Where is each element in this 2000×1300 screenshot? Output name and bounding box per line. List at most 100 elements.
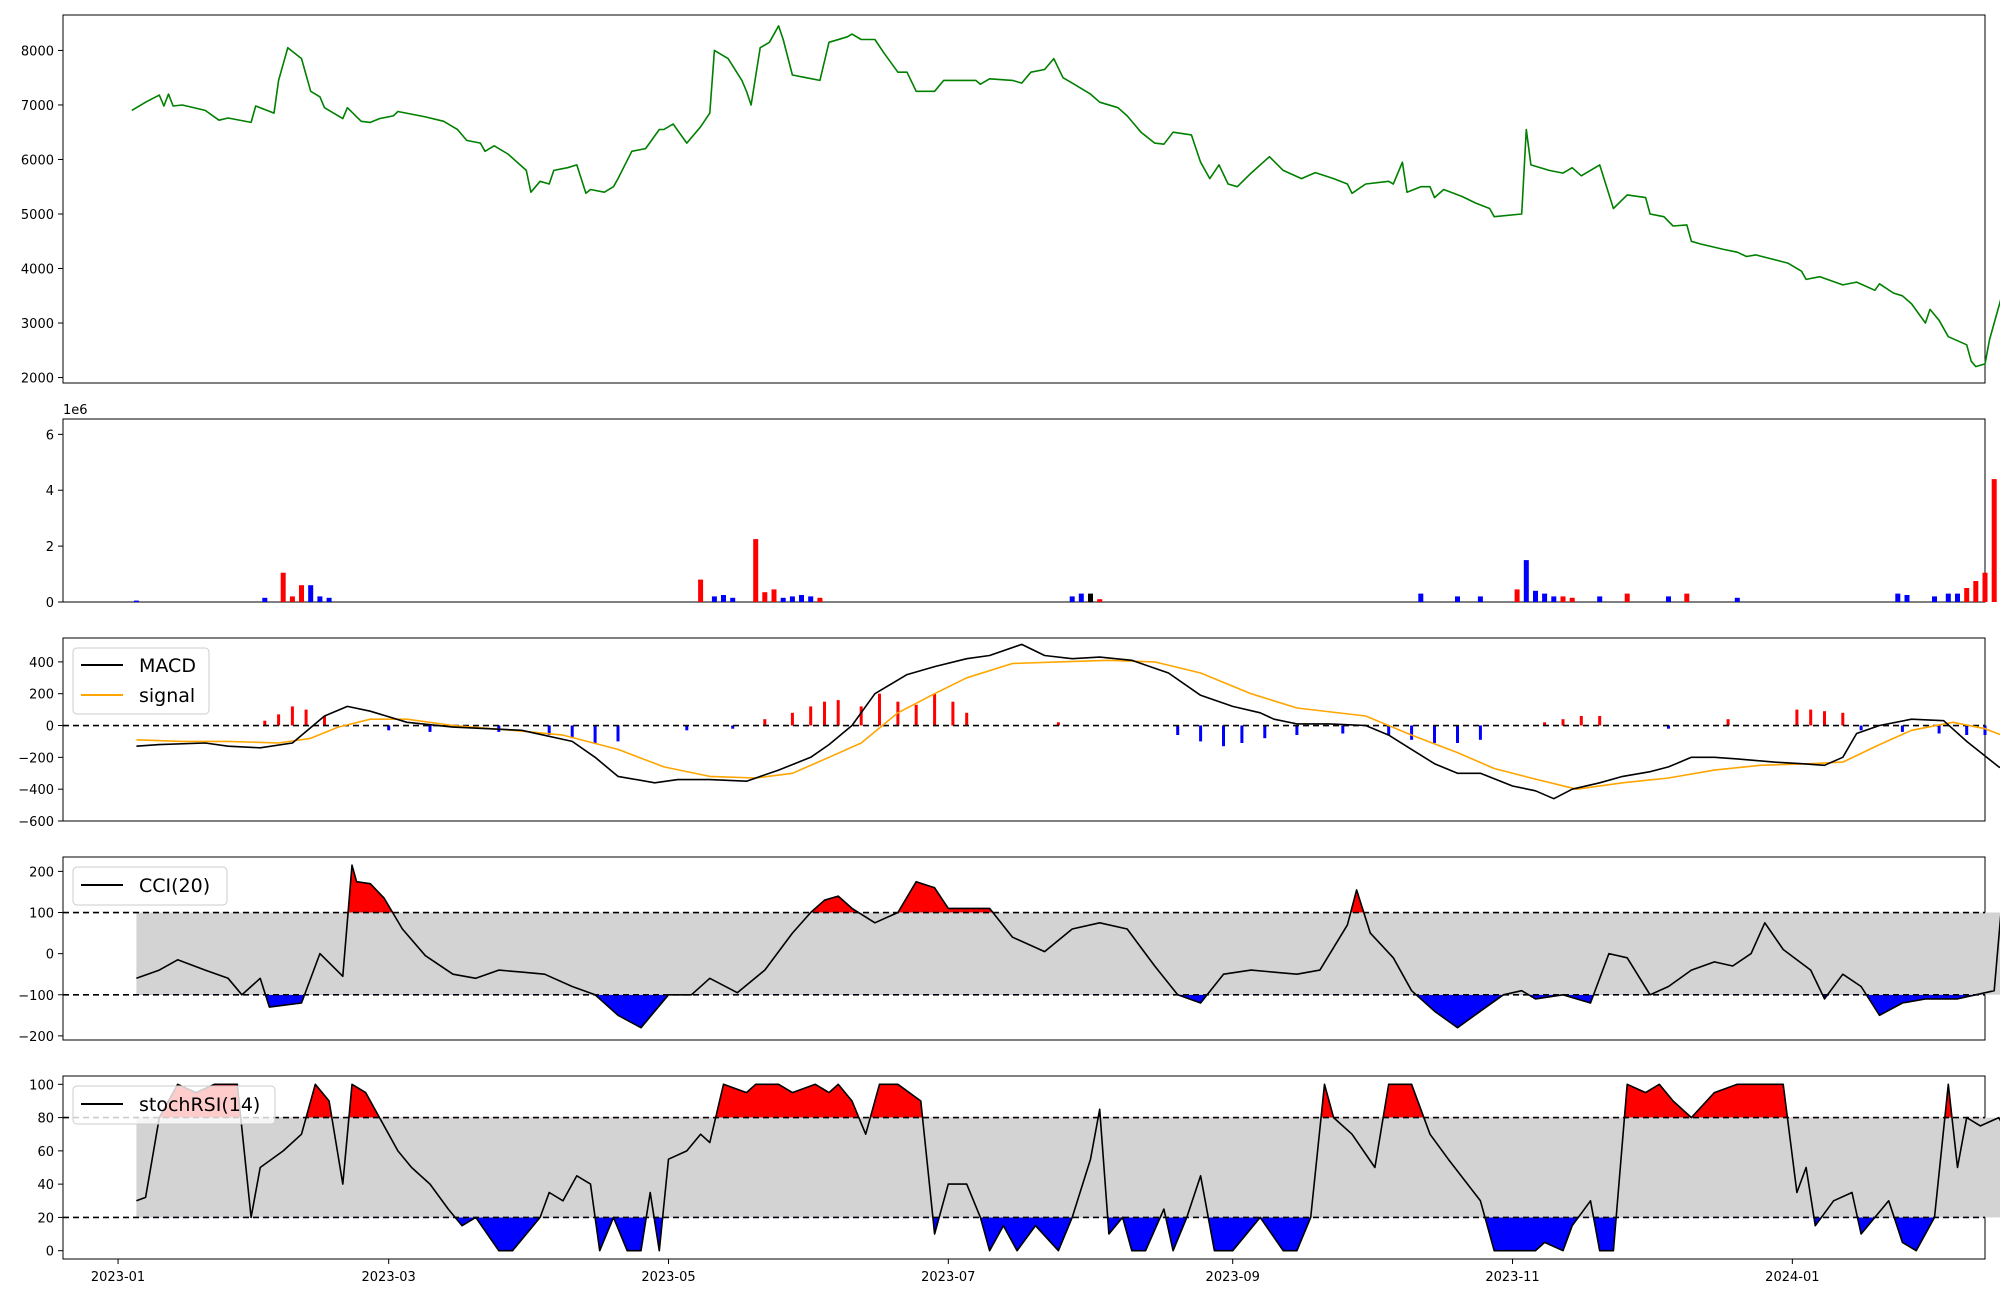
y-tick-label: 200 xyxy=(29,865,54,880)
macd-histogram-bar xyxy=(790,712,794,726)
macd-histogram-bar xyxy=(1598,716,1602,726)
cci-legend: CCI(20) xyxy=(72,866,228,906)
volume-bar xyxy=(1560,596,1566,602)
macd-histogram-bar xyxy=(1667,725,1670,729)
volume-bar xyxy=(1945,593,1951,602)
legend-macd: MACD xyxy=(139,655,196,677)
volume-bar xyxy=(1551,596,1557,602)
macd-histogram-bar xyxy=(914,704,918,726)
macd-histogram-bar xyxy=(263,720,267,726)
macd-histogram-bar xyxy=(323,716,326,726)
macd-histogram-bar xyxy=(878,693,881,726)
legend-cci: CCI(20) xyxy=(139,875,210,897)
volume-bar xyxy=(280,572,286,602)
volume-bar xyxy=(1624,593,1630,602)
volume-bar xyxy=(711,596,717,602)
macd-histogram-bar xyxy=(1841,712,1845,726)
y-tick-label: 0 xyxy=(46,596,54,611)
volume-bar xyxy=(1932,596,1937,602)
volume-bar xyxy=(308,585,314,602)
macd-histogram-bar xyxy=(1433,725,1436,743)
macd-histogram-bar xyxy=(859,706,863,726)
macd-histogram-bar xyxy=(1478,725,1482,740)
macd-histogram-bar xyxy=(290,706,294,726)
y-tick-label: −200 xyxy=(18,751,54,766)
volume-bar xyxy=(1477,596,1483,602)
macd-histogram-bar xyxy=(387,725,391,731)
volume-bar xyxy=(1569,597,1575,602)
macd-histogram-bar xyxy=(1295,725,1299,735)
y-tick-label: 8000 xyxy=(21,44,54,59)
stochrsi-overbought-fill xyxy=(159,1084,1952,1118)
volume-bar xyxy=(1991,479,1997,602)
y-tick-label: −200 xyxy=(18,1030,54,1045)
macd-histogram-bar xyxy=(1823,711,1826,726)
volume-bar xyxy=(1088,593,1093,602)
macd-histogram-bar xyxy=(731,725,735,729)
volume-bar xyxy=(1597,596,1603,602)
y-tick-label: 80 xyxy=(37,1112,54,1127)
macd-histogram-bar xyxy=(809,706,813,726)
macd-histogram-bar xyxy=(1341,725,1345,734)
volume-bar xyxy=(780,597,786,602)
volume-bar xyxy=(1666,596,1671,602)
macd-histogram-bar xyxy=(1410,725,1414,740)
volume-bar xyxy=(817,597,823,602)
x-tick-label: 2023-09 xyxy=(1206,1270,1260,1285)
volume-scale-label: 1e6 xyxy=(63,403,88,418)
macd-histogram-bar xyxy=(836,700,840,726)
cci-neutral-band xyxy=(136,912,2000,995)
y-tick-label: 400 xyxy=(29,656,54,671)
volume-bar xyxy=(721,595,726,602)
y-tick-label: 6 xyxy=(46,428,54,443)
y-tick-label: 4 xyxy=(46,484,54,499)
macd-histogram-bar xyxy=(304,709,308,726)
volume-bar xyxy=(753,539,759,602)
volume-bar xyxy=(808,596,814,602)
macd-histogram-bar xyxy=(951,701,955,726)
cci-line xyxy=(136,864,2000,1029)
volume-bar xyxy=(1069,596,1075,602)
x-tick-label: 2023-11 xyxy=(1485,1270,1539,1285)
macd-histogram-bar xyxy=(1387,725,1391,735)
volume-bar xyxy=(1982,572,1988,602)
y-tick-label: 0 xyxy=(46,1245,54,1260)
volume-bar xyxy=(1542,593,1548,602)
volume-bar xyxy=(698,579,704,602)
volume-bar xyxy=(1964,588,1970,602)
y-tick-label: 200 xyxy=(29,688,54,703)
macd-panel: −600 −400 −200 0 200 400 MACD signal xyxy=(18,637,2000,830)
macd-histogram-bar xyxy=(1222,725,1225,747)
stochrsi-oversold-fill xyxy=(455,1217,1935,1251)
stochrsi-panel: 0 20 40 60 80 100 stochRSI(14) xyxy=(29,1075,2000,1260)
y-tick-label: 0 xyxy=(46,948,54,963)
y-tick-label: −100 xyxy=(18,989,54,1004)
y-tick-label: 40 xyxy=(37,1178,54,1193)
macd-histogram-bar xyxy=(1199,725,1203,742)
x-tick-label: 2023-07 xyxy=(921,1270,975,1285)
volume-bar xyxy=(299,585,304,602)
macd-histogram-bar xyxy=(1809,709,1813,726)
macd-histogram-bar xyxy=(1543,722,1547,726)
volume-bar xyxy=(1514,589,1520,602)
volume-bar xyxy=(1455,596,1460,602)
macd-histogram-bar xyxy=(1579,716,1583,726)
y-tick-label: 60 xyxy=(37,1145,54,1160)
macd-histogram-bar xyxy=(1176,725,1180,735)
macd-histogram-bar xyxy=(277,714,281,726)
y-tick-label: 2 xyxy=(46,540,54,555)
macd-legend: MACD signal xyxy=(72,647,210,715)
stochrsi-legend: stochRSI(14) xyxy=(72,1085,276,1125)
y-tick-label: 6000 xyxy=(21,153,54,168)
macd-histogram-bar xyxy=(616,725,620,742)
volume-bar xyxy=(1955,593,1960,602)
y-tick-label: 3000 xyxy=(21,317,54,332)
macd-histogram-bar xyxy=(1937,725,1941,734)
macd-histogram-bar xyxy=(1900,725,1904,732)
volume-bar xyxy=(789,596,795,602)
volume-bar xyxy=(1734,597,1740,602)
volume-bar xyxy=(262,597,268,602)
volume-bar xyxy=(317,596,323,602)
volume-bar xyxy=(1078,593,1084,602)
